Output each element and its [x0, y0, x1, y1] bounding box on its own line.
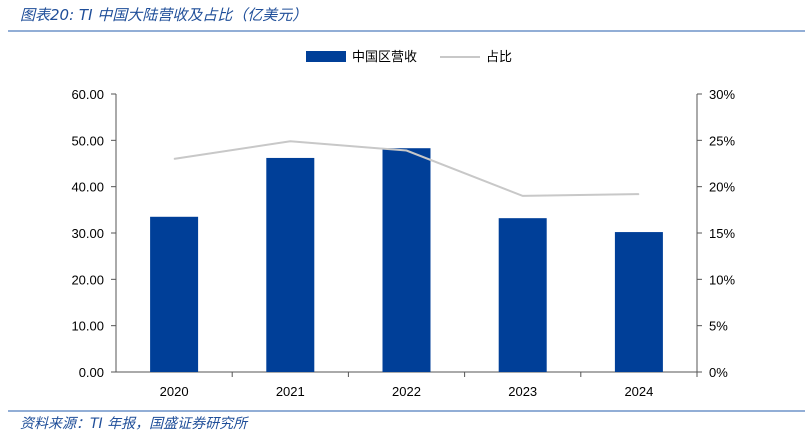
right-tick-label: 0% — [709, 365, 728, 380]
bar-2020 — [150, 216, 199, 372]
bar-2024 — [614, 232, 663, 372]
right-tick-label: 20% — [709, 180, 735, 195]
bar-2022 — [382, 148, 431, 372]
x-tick-label: 2023 — [508, 384, 537, 399]
right-tick-label: 30% — [709, 87, 735, 102]
right-tick-label: 5% — [709, 319, 728, 334]
left-tick-label: 40.00 — [71, 180, 104, 195]
right-tick-label: 10% — [709, 272, 735, 287]
x-tick-label: 2022 — [392, 384, 421, 399]
left-tick-label: 10.00 — [71, 319, 104, 334]
x-tick-label: 2020 — [160, 384, 189, 399]
line-point-2022 — [406, 150, 407, 152]
line-point-2020 — [173, 158, 175, 160]
x-tick-label: 2024 — [624, 384, 653, 399]
line-point-2023 — [522, 195, 524, 197]
line-point-2024 — [638, 193, 640, 195]
legend-bar-label: 中国区营收 — [352, 49, 417, 64]
legend-line-label: 占比 — [486, 49, 512, 64]
left-tick-label: 30.00 — [71, 226, 104, 241]
left-tick-label: 20.00 — [71, 272, 104, 287]
bar-2021 — [266, 157, 315, 372]
left-tick-label: 50.00 — [71, 133, 104, 148]
figure-title: 图表20: TI 中国大陆营收及占比（亿美元） — [20, 6, 308, 24]
x-tick-label: 2021 — [276, 384, 305, 399]
left-tick-label: 60.00 — [71, 87, 104, 102]
left-tick-label: 0.00 — [79, 365, 104, 380]
line-point-2021 — [289, 140, 291, 142]
legend-bar-swatch — [306, 51, 346, 62]
right-tick-label: 25% — [709, 133, 735, 148]
bar-2023 — [498, 218, 547, 372]
right-tick-label: 15% — [709, 226, 735, 241]
source-note: 资料来源：TI 年报，国盛证券研究所 — [20, 416, 248, 432]
